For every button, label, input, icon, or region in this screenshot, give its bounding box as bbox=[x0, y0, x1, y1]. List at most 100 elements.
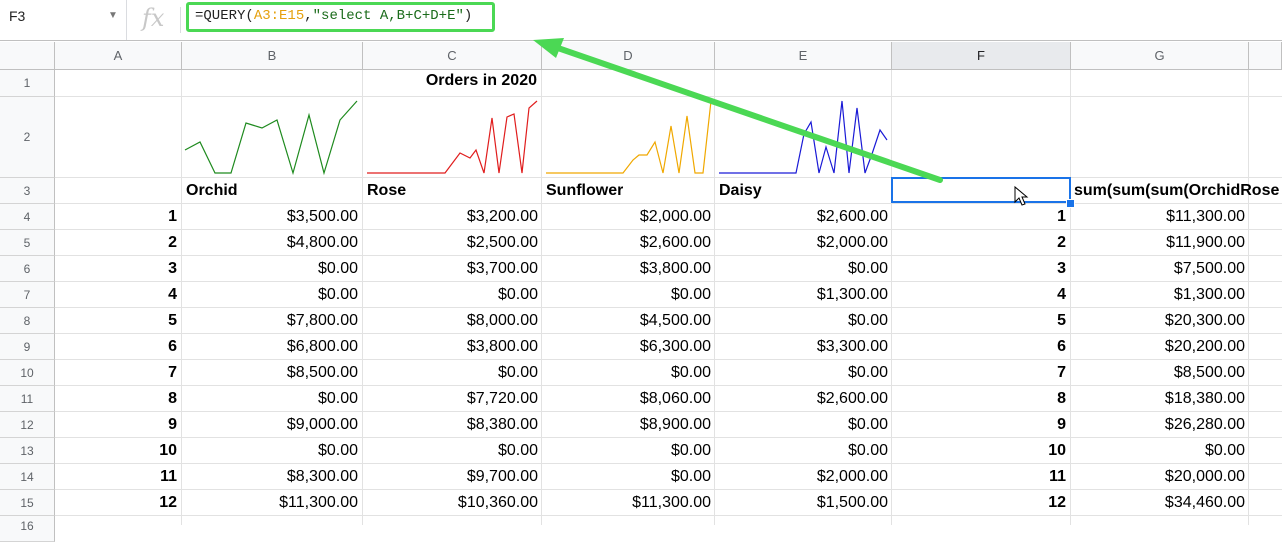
cell-d-row-8[interactable]: $4,500.00 bbox=[639, 312, 711, 329]
cell-d-row-4[interactable]: $2,000.00 bbox=[639, 208, 711, 225]
cell-f-row-12[interactable]: 9 bbox=[1057, 416, 1066, 433]
cell-a-row-12[interactable]: 9 bbox=[168, 416, 177, 433]
formula-input[interactable]: =QUERY(A3:E15,"select A,B+C+D+E") bbox=[186, 2, 495, 32]
cell-d-row-11[interactable]: $8,060.00 bbox=[639, 390, 711, 407]
cell-e-row-5[interactable]: $2,000.00 bbox=[816, 234, 888, 251]
select-all-corner[interactable] bbox=[0, 42, 55, 70]
cell-f-row-13[interactable]: 10 bbox=[1048, 442, 1066, 459]
cell-c-row-10[interactable]: $0.00 bbox=[497, 364, 538, 381]
row-header-11[interactable]: 11 bbox=[0, 386, 55, 412]
cell-a-row-13[interactable]: 10 bbox=[159, 442, 177, 459]
cell-e-row-11[interactable]: $2,600.00 bbox=[816, 390, 888, 407]
row-header-3[interactable]: 3 bbox=[0, 178, 55, 204]
cell-b-row-6[interactable]: $0.00 bbox=[317, 260, 358, 277]
cell-a-row-6[interactable]: 3 bbox=[168, 260, 177, 277]
cell-g-row-4[interactable]: $11,300.00 bbox=[1166, 208, 1245, 225]
cell-a-row-7[interactable]: 4 bbox=[168, 286, 177, 303]
cell-a-row-14[interactable]: 11 bbox=[160, 468, 177, 485]
cell-f-row-11[interactable]: 8 bbox=[1057, 390, 1066, 407]
row-header-10[interactable]: 10 bbox=[0, 360, 55, 386]
cell-c-row-12[interactable]: $8,380.00 bbox=[466, 416, 538, 433]
column-header-g[interactable]: G bbox=[1071, 42, 1249, 70]
cell-d-row-12[interactable]: $8,900.00 bbox=[639, 416, 711, 433]
row-header-6[interactable]: 6 bbox=[0, 256, 55, 282]
column-header-a[interactable]: A bbox=[55, 42, 182, 70]
cell-a-row-5[interactable]: 2 bbox=[168, 234, 177, 251]
row-header-2[interactable]: 2 bbox=[0, 97, 55, 178]
cell-c-row-9[interactable]: $3,800.00 bbox=[466, 338, 538, 355]
row-header-12[interactable]: 12 bbox=[0, 412, 55, 438]
selected-cell-f3[interactable] bbox=[891, 177, 1071, 203]
cell-e-row-14[interactable]: $2,000.00 bbox=[816, 468, 888, 485]
column-header-e[interactable]: E bbox=[715, 42, 892, 70]
row-header-5[interactable]: 5 bbox=[0, 230, 55, 256]
cell-f-row-5[interactable]: 2 bbox=[1057, 234, 1066, 251]
cell-d-row-5[interactable]: $2,600.00 bbox=[639, 234, 711, 251]
cell-b-row-7[interactable]: $0.00 bbox=[317, 286, 358, 303]
cell-e-row-8[interactable]: $0.00 bbox=[847, 312, 888, 329]
cell-e-row-10[interactable]: $0.00 bbox=[847, 364, 888, 381]
cell-e-row-13[interactable]: $0.00 bbox=[847, 442, 888, 459]
cell-b-row-5[interactable]: $4,800.00 bbox=[286, 234, 358, 251]
cell-g-row-15[interactable]: $34,460.00 bbox=[1164, 494, 1245, 511]
cell-e-row-15[interactable]: $1,500.00 bbox=[816, 494, 888, 511]
cell-f-row-7[interactable]: 4 bbox=[1057, 286, 1066, 303]
cell-f-row-14[interactable]: 11 bbox=[1049, 468, 1066, 485]
cell-g-row-8[interactable]: $20,300.00 bbox=[1164, 312, 1245, 329]
cell-f-row-4[interactable]: 1 bbox=[1057, 208, 1066, 225]
cell-b-row-14[interactable]: $8,300.00 bbox=[286, 468, 358, 485]
cell-c-row-8[interactable]: $8,000.00 bbox=[466, 312, 538, 329]
row-header-13[interactable]: 13 bbox=[0, 438, 55, 464]
cell-f-row-8[interactable]: 5 bbox=[1057, 312, 1066, 329]
cell-a-row-11[interactable]: 8 bbox=[168, 390, 177, 407]
fill-handle[interactable] bbox=[1066, 199, 1075, 208]
row-header-16[interactable]: 16 bbox=[0, 516, 55, 542]
cell-f-row-15[interactable]: 12 bbox=[1048, 494, 1066, 511]
cell-c-row-15[interactable]: $10,360.00 bbox=[457, 494, 538, 511]
column-header-d[interactable]: D bbox=[542, 42, 715, 70]
cell-e-row-9[interactable]: $3,300.00 bbox=[816, 338, 888, 355]
cell-g-row-10[interactable]: $8,500.00 bbox=[1173, 364, 1245, 381]
cell-f-row-9[interactable]: 6 bbox=[1057, 338, 1066, 355]
cell-d-row-6[interactable]: $3,800.00 bbox=[639, 260, 711, 277]
cell-b-row-13[interactable]: $0.00 bbox=[317, 442, 358, 459]
row-header-14[interactable]: 14 bbox=[0, 464, 55, 490]
cell-b-row-15[interactable]: $11,300.00 bbox=[279, 494, 358, 511]
row-header-4[interactable]: 4 bbox=[0, 204, 55, 230]
cell-f-row-6[interactable]: 3 bbox=[1057, 260, 1066, 277]
cell-a-row-15[interactable]: 12 bbox=[159, 494, 177, 511]
cell-g-row-14[interactable]: $20,000.00 bbox=[1164, 468, 1245, 485]
cell-g-row-5[interactable]: $11,900.00 bbox=[1166, 234, 1245, 251]
cell-d-row-15[interactable]: $11,300.00 bbox=[632, 494, 711, 511]
cell-c-row-11[interactable]: $7,720.00 bbox=[466, 390, 538, 407]
column-header-b[interactable]: B bbox=[182, 42, 363, 70]
cell-d-row-14[interactable]: $0.00 bbox=[670, 468, 711, 485]
cell-g-row-7[interactable]: $1,300.00 bbox=[1173, 286, 1245, 303]
cell-b-row-8[interactable]: $7,800.00 bbox=[286, 312, 358, 329]
cell-d-row-13[interactable]: $0.00 bbox=[670, 442, 711, 459]
cell-g-row-12[interactable]: $26,280.00 bbox=[1164, 416, 1245, 433]
cell-d-row-10[interactable]: $0.00 bbox=[670, 364, 711, 381]
cell-c-row-4[interactable]: $3,200.00 bbox=[466, 208, 538, 225]
cell-d-row-7[interactable]: $0.00 bbox=[670, 286, 711, 303]
cell-e-row-7[interactable]: $1,300.00 bbox=[816, 286, 888, 303]
cell-b-row-4[interactable]: $3,500.00 bbox=[286, 208, 358, 225]
cell-b-row-10[interactable]: $8,500.00 bbox=[286, 364, 358, 381]
row-header-1[interactable]: 1 bbox=[0, 70, 55, 97]
row-header-8[interactable]: 8 bbox=[0, 308, 55, 334]
column-header-overflow[interactable] bbox=[1249, 42, 1282, 70]
cell-e-row-6[interactable]: $0.00 bbox=[847, 260, 888, 277]
column-header-c[interactable]: C bbox=[363, 42, 542, 70]
row-header-7[interactable]: 7 bbox=[0, 282, 55, 308]
cell-f-row-10[interactable]: 7 bbox=[1057, 364, 1066, 381]
cell-c-row-6[interactable]: $3,700.00 bbox=[466, 260, 538, 277]
column-header-f[interactable]: F bbox=[892, 42, 1071, 70]
cell-b-row-11[interactable]: $0.00 bbox=[317, 390, 358, 407]
cell-c-row-7[interactable]: $0.00 bbox=[497, 286, 538, 303]
row-header-15[interactable]: 15 bbox=[0, 490, 55, 516]
cell-g-row-9[interactable]: $20,200.00 bbox=[1164, 338, 1245, 355]
cell-b-row-9[interactable]: $6,800.00 bbox=[286, 338, 358, 355]
cell-e-row-4[interactable]: $2,600.00 bbox=[816, 208, 888, 225]
cell-a-row-10[interactable]: 7 bbox=[168, 364, 177, 381]
name-box[interactable]: F3 ▼ bbox=[0, 0, 127, 40]
